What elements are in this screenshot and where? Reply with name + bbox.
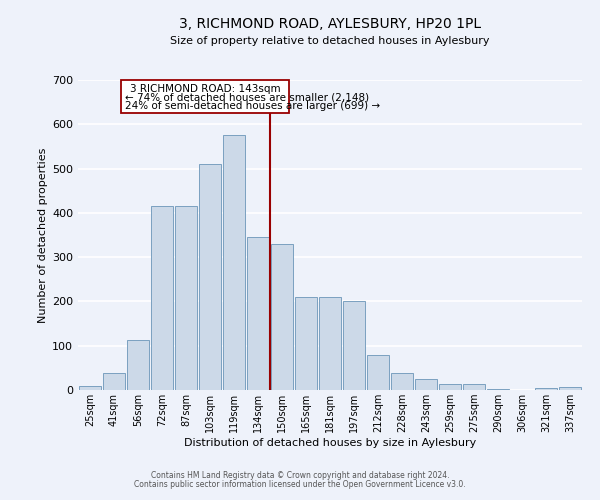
Bar <box>535 388 557 390</box>
Text: Contains HM Land Registry data © Crown copyright and database right 2024.: Contains HM Land Registry data © Crown c… <box>151 471 449 480</box>
Bar <box>487 389 509 390</box>
Bar <box>223 136 245 390</box>
Text: Size of property relative to detached houses in Aylesbury: Size of property relative to detached ho… <box>170 36 490 46</box>
Text: 3 RICHMOND ROAD: 143sqm: 3 RICHMOND ROAD: 143sqm <box>130 84 281 94</box>
Bar <box>463 384 485 390</box>
Text: ← 74% of detached houses are smaller (2,148): ← 74% of detached houses are smaller (2,… <box>125 92 369 102</box>
Bar <box>367 354 389 390</box>
Bar <box>295 297 317 390</box>
Text: Contains public sector information licensed under the Open Government Licence v3: Contains public sector information licen… <box>134 480 466 489</box>
X-axis label: Distribution of detached houses by size in Aylesbury: Distribution of detached houses by size … <box>184 438 476 448</box>
Bar <box>415 379 437 390</box>
Bar <box>343 302 365 390</box>
Bar <box>199 164 221 390</box>
Bar <box>319 297 341 390</box>
Bar <box>79 386 101 390</box>
Bar <box>103 373 125 390</box>
Bar <box>247 237 269 390</box>
Bar <box>151 206 173 390</box>
Bar <box>391 373 413 390</box>
FancyBboxPatch shape <box>121 80 289 113</box>
Bar <box>175 206 197 390</box>
Y-axis label: Number of detached properties: Number of detached properties <box>38 148 48 322</box>
Bar <box>271 244 293 390</box>
Text: 24% of semi-detached houses are larger (699) →: 24% of semi-detached houses are larger (… <box>125 102 380 112</box>
Bar <box>439 384 461 390</box>
Bar <box>559 387 581 390</box>
Text: 3, RICHMOND ROAD, AYLESBURY, HP20 1PL: 3, RICHMOND ROAD, AYLESBURY, HP20 1PL <box>179 18 481 32</box>
Bar <box>127 340 149 390</box>
